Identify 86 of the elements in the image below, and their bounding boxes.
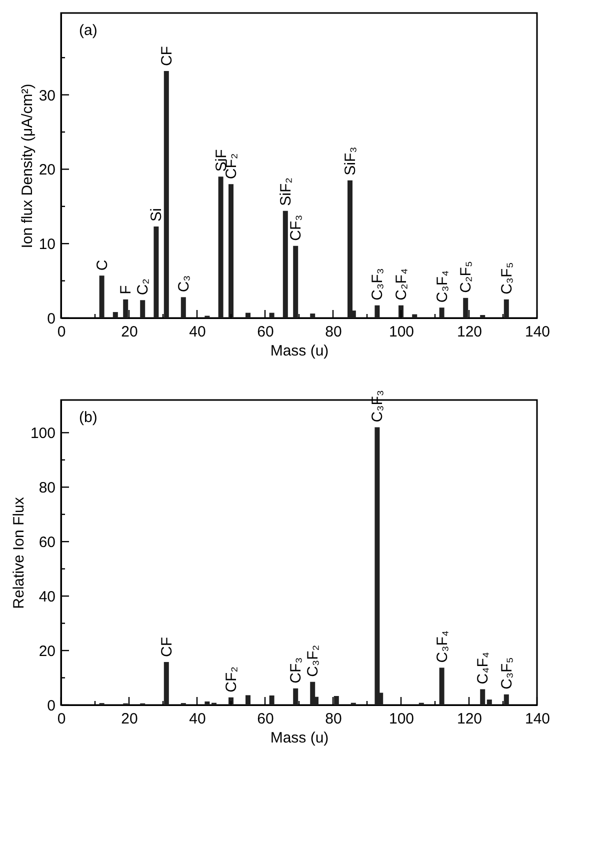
bar	[218, 176, 224, 318]
x-tick-label: 40	[189, 324, 206, 340]
x-tick-label: 80	[325, 710, 342, 728]
annotation: C₄F₄	[474, 652, 492, 684]
bar	[439, 668, 444, 705]
x-tick-label: 40	[189, 710, 206, 728]
x-tick-label: 60	[257, 324, 274, 340]
y-tick-label: 20	[38, 162, 56, 179]
annotation: C₂	[134, 278, 152, 296]
annotation: Si	[148, 208, 166, 222]
bar	[439, 308, 444, 318]
annotation: CF	[158, 46, 176, 66]
bar	[164, 71, 169, 318]
x-tick-label: 140	[524, 324, 550, 340]
x-axis-title: Mass (u)	[270, 730, 329, 746]
x-tick-label: 60	[257, 710, 274, 728]
bar	[412, 314, 418, 318]
annotation: C₃F₄	[434, 630, 451, 663]
y-axis-title: Ion flux Density (μA/cm²)	[18, 84, 36, 248]
bar	[374, 305, 380, 318]
bar	[164, 662, 169, 705]
y-tick-label: 40	[38, 588, 56, 606]
annotation: C₃F₅	[498, 657, 516, 690]
y-tick-label: 30	[38, 87, 56, 104]
y-tick-label: 60	[38, 534, 56, 552]
x-tick-label: 100	[388, 710, 414, 728]
bar	[480, 315, 486, 318]
annotation: C₃	[175, 275, 192, 292]
bar	[246, 695, 250, 705]
bar	[398, 305, 404, 318]
annotation: SiF₃	[342, 146, 359, 176]
bar	[374, 427, 380, 705]
x-tick-label: 140	[524, 710, 550, 728]
bar	[293, 246, 298, 318]
y-tick-label: 20	[38, 643, 56, 660]
annotation: C₂F₄	[393, 268, 410, 300]
bar	[480, 689, 486, 705]
bar	[180, 297, 186, 318]
y-tick-label: 0	[47, 698, 56, 714]
annotation: (a)	[79, 22, 98, 39]
bar	[99, 276, 104, 318]
annotation: CF₃	[288, 657, 305, 684]
x-tick-label: 20	[121, 324, 138, 340]
annotation: C₃F₂	[304, 644, 322, 677]
x-tick-label: 120	[456, 710, 482, 728]
annotation: F	[118, 285, 135, 294]
x-tick-label: 20	[121, 710, 138, 728]
bar	[154, 226, 159, 318]
bar	[269, 312, 274, 318]
bar	[246, 312, 250, 318]
bar	[282, 210, 288, 318]
bar	[269, 695, 274, 705]
bar	[112, 312, 118, 318]
annotation: (b)	[79, 409, 98, 426]
bar	[334, 696, 339, 705]
annotation: C₃F₃	[369, 268, 386, 300]
annotation: CF₂	[223, 666, 240, 692]
bar	[123, 299, 128, 318]
bar	[310, 314, 316, 318]
annotation: C₃F₃	[369, 390, 386, 422]
bar	[504, 694, 509, 705]
annotation: C₃F₄	[434, 270, 451, 303]
x-tick-label: 100	[388, 324, 414, 340]
annotation: C₂F₅	[458, 261, 475, 293]
y-tick-label: 10	[38, 236, 56, 254]
annotation: C₃F₅	[498, 262, 516, 294]
annotation: CF	[158, 636, 176, 657]
x-axis-title: Mass (u)	[270, 342, 329, 360]
bar	[463, 298, 468, 318]
y-tick-label: 100	[30, 425, 56, 442]
bar	[504, 299, 509, 318]
bar	[293, 688, 298, 705]
bar	[228, 184, 234, 318]
x-tick-label: 80	[325, 324, 342, 340]
annotation: CF₃	[288, 214, 305, 241]
bar	[348, 180, 352, 318]
y-tick-label: 0	[47, 310, 56, 328]
y-axis-title: Relative Ion Flux	[10, 496, 28, 609]
bar	[140, 300, 146, 318]
y-tick-label: 80	[38, 480, 56, 497]
annotation: C	[94, 260, 111, 271]
bar	[204, 701, 210, 705]
bar	[228, 697, 234, 705]
annotation: SiF₂	[277, 177, 294, 206]
x-tick-label: 120	[456, 324, 482, 340]
bar	[486, 700, 492, 705]
